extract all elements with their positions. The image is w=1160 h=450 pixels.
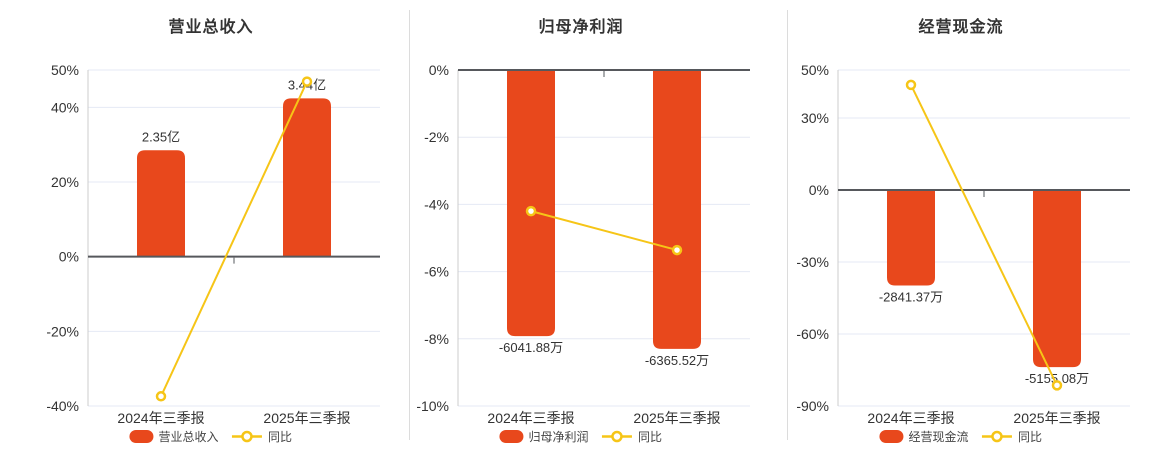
x-axis-label: 2025年三季报 (263, 410, 350, 426)
bar-2024年三季报[interactable] (137, 150, 185, 257)
legend-yoy-label[interactable]: 同比 (1018, 430, 1042, 444)
yoy-marker[interactable] (155, 391, 167, 402)
legend-bar-swatch[interactable] (499, 430, 524, 443)
legend-bar-label[interactable]: 归母净利润 (528, 430, 588, 444)
y-axis-tick-label: 0% (429, 62, 449, 78)
revenue-chart-canvas: 50%40%20%0%-20%-40%2.35亿3.44亿2024年三季报202… (46, 62, 380, 444)
x-axis-label: 2025年三季报 (1013, 410, 1100, 426)
chart-title-revenue: 营业总收入 (168, 19, 254, 36)
panel-divider (787, 10, 788, 440)
x-axis-label: 2025年三季报 (633, 410, 720, 426)
legend-yoy-label[interactable]: 同比 (638, 430, 662, 444)
yoy-marker[interactable] (1051, 380, 1063, 391)
x-axis-label: 2024年三季报 (487, 410, 574, 426)
chart-title-cash-flow: 经营现金流 (918, 19, 1004, 36)
y-axis-tick-label: 30% (801, 110, 829, 126)
panel-revenue: 营业总收入 50%40%20%0%-20%-40%2.35亿3.44亿2024年… (0, 0, 410, 450)
panel-divider (409, 10, 410, 440)
bar-value-label: -5155.08万 (1025, 371, 1089, 386)
y-axis-tick-label: -6% (424, 264, 449, 280)
legend-line-marker-icon[interactable] (241, 430, 253, 443)
legend-bar-swatch[interactable] (879, 430, 904, 443)
bar-2025年三季报[interactable] (1033, 190, 1081, 368)
net-profit-chart-canvas: 0% -2% -4% -6% -8% -10% -6041.88万 -6365.52万 2024… (416, 62, 750, 444)
legend-yoy-label[interactable]: 同比 (268, 430, 292, 444)
yoy-marker[interactable] (905, 79, 917, 91)
panel-cash-flow: 经营现金流 50% 30% 0% -30% -60% -90% -2841.37万 -5155… (788, 0, 1160, 450)
chart-title-net-profit: 归母净利润 (538, 19, 624, 36)
x-axis-label: 2024年三季报 (117, 410, 204, 426)
y-axis-tick-label: 40% (51, 99, 79, 115)
yoy-marker[interactable] (671, 244, 683, 256)
y-axis-tick-label: -40% (46, 398, 79, 414)
y-axis-tick-label: -60% (796, 326, 829, 342)
y-axis-tick-label: 0% (59, 249, 79, 265)
y-axis-tick-label: -10% (416, 398, 449, 414)
y-axis-tick-label: 50% (51, 62, 79, 78)
yoy-line (160, 81, 308, 397)
y-axis-tick-label: -4% (424, 196, 449, 212)
y-axis-tick-label: -20% (46, 323, 79, 339)
panel-net-profit: 归母净利润 0% -2% -4% -6% -8% -10% -6041.88万 -6365.5… (410, 0, 788, 450)
y-axis-tick-label: 50% (801, 62, 829, 78)
bar-value-label: -6041.88万 (499, 340, 563, 355)
legend-line-marker-icon[interactable] (991, 430, 1003, 443)
y-axis-tick-label: -8% (424, 331, 449, 347)
bar-value-label: 2.35亿 (142, 129, 180, 144)
yoy-line (530, 210, 678, 252)
x-axis-label: 2024年三季报 (867, 410, 954, 426)
y-axis-tick-label: -30% (796, 254, 829, 270)
yoy-marker[interactable] (301, 76, 313, 87)
bar-value-label: -6365.52万 (645, 353, 709, 368)
legend-line-marker-icon[interactable] (611, 430, 623, 443)
y-axis-tick-label: -90% (796, 398, 829, 414)
y-axis-tick-label: 20% (51, 174, 79, 190)
bar-2025年三季报[interactable] (653, 70, 701, 349)
legend: 经营现金流 同比 (879, 429, 1042, 444)
legend-bar-label[interactable]: 营业总收入 (158, 430, 218, 444)
bar-2024年三季报[interactable] (887, 190, 935, 286)
bar-2024年三季报[interactable] (507, 70, 555, 337)
yoy-marker[interactable] (525, 205, 537, 217)
bar-2025年三季报[interactable] (283, 98, 331, 257)
bar-value-label: -2841.37万 (879, 290, 943, 305)
legend: 归母净利润 同比 (499, 430, 662, 444)
y-axis-tick-label: -2% (424, 129, 449, 145)
y-axis-tick-label: 0% (809, 182, 829, 198)
legend-bar-swatch[interactable] (129, 430, 154, 443)
legend-bar-label[interactable]: 经营现金流 (908, 429, 968, 444)
cash-flow-chart-canvas: 50% 30% 0% -30% -60% -90% -2841.37万 -5155.08万 20… (796, 62, 1130, 444)
yoy-line (910, 84, 1058, 386)
legend: 营业总收入 同比 (129, 430, 292, 444)
